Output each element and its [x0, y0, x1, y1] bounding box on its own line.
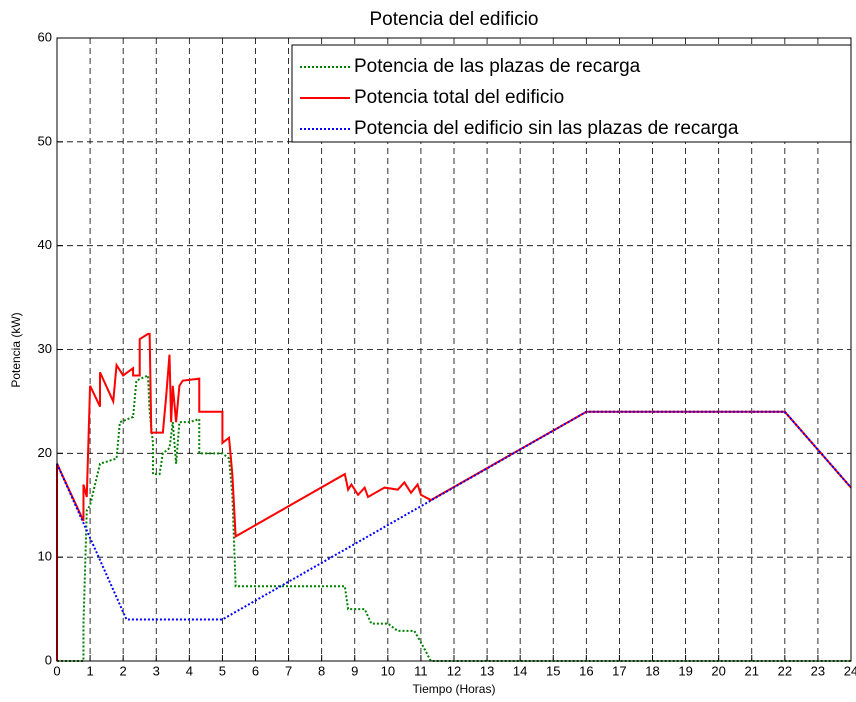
x-tick-label: 7 — [285, 663, 292, 678]
x-tick-label: 3 — [153, 663, 160, 678]
x-tick-label: 23 — [811, 663, 825, 678]
x-tick-label: 21 — [745, 663, 759, 678]
x-tick-label: 2 — [120, 663, 127, 678]
x-tick-label: 1 — [86, 663, 93, 678]
legend-box — [291, 44, 852, 143]
y-tick-label: 40 — [38, 237, 52, 252]
x-tick-label: 9 — [351, 663, 358, 678]
x-tick-label: 24 — [844, 663, 856, 678]
x-axis-label: Tiempo (Horas) — [413, 682, 496, 696]
x-tick-label: 11 — [414, 663, 428, 678]
legend-label: Potencia total del edificio — [354, 87, 564, 108]
x-tick-label: 18 — [645, 663, 659, 678]
y-tick-label: 30 — [38, 341, 52, 356]
y-tick-label: 10 — [38, 549, 52, 564]
x-tick-label: 13 — [480, 663, 494, 678]
y-tick-label: 20 — [38, 445, 52, 460]
x-tick-label: 16 — [579, 663, 593, 678]
x-tick-label: 22 — [778, 663, 792, 678]
x-tick-label: 17 — [612, 663, 626, 678]
x-tick-label: 12 — [447, 663, 461, 678]
chart-title: Potencia del edificio — [370, 9, 539, 30]
x-tick-label: 4 — [186, 663, 193, 678]
x-tick-label: 20 — [711, 663, 725, 678]
x-tick-label: 6 — [252, 663, 259, 678]
y-tick-label: 50 — [38, 133, 52, 148]
series-line — [57, 373, 851, 662]
x-tick-label: 8 — [318, 663, 325, 678]
legend-label: Potencia de las plazas de recarga — [354, 56, 641, 77]
y-tick-label: 0 — [45, 652, 52, 667]
y-tick-label: 60 — [38, 29, 52, 44]
x-tick-label: 14 — [513, 663, 527, 678]
x-tick-label: 5 — [219, 663, 226, 678]
axes-frame — [56, 37, 852, 662]
legend-label: Potencia del edificio sin las plazas de … — [354, 118, 739, 139]
x-tick-label: 15 — [546, 663, 560, 678]
x-tick-label: 19 — [678, 663, 692, 678]
x-tick-label: 0 — [53, 663, 60, 678]
series-line — [56, 410, 852, 621]
y-axis-label: Potencia (kW) — [9, 312, 23, 387]
series-line — [56, 332, 852, 661]
x-tick-label: 10 — [381, 663, 395, 678]
